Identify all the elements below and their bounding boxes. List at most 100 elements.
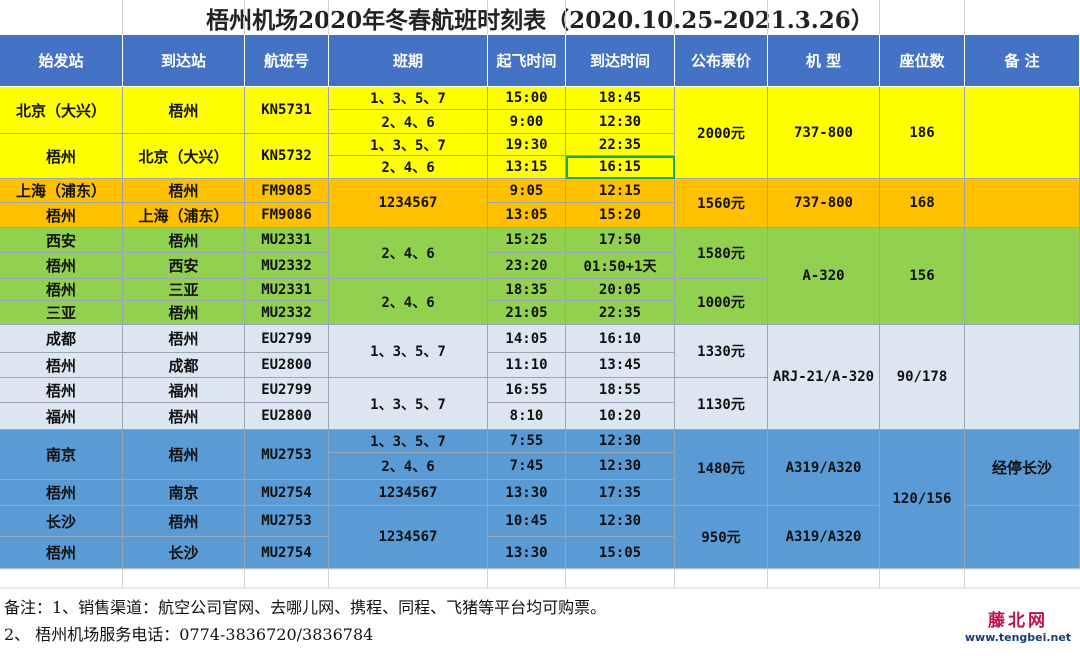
arrival-time-cell: 15:20 bbox=[566, 203, 675, 228]
destination-cell: 西安 bbox=[123, 253, 245, 279]
remark-cell bbox=[965, 506, 1080, 569]
departure-time-cell: 10:45 bbox=[488, 506, 566, 537]
remark-cell bbox=[965, 228, 1080, 325]
flight-no-cell: FM9085 bbox=[245, 179, 329, 203]
watermark-logo: 藤北网 www.tengbei.net bbox=[960, 606, 1076, 644]
destination-cell: 梧州 bbox=[123, 301, 245, 325]
departure-time-cell: 18:35 bbox=[488, 279, 566, 301]
departure-time-cell: 7:55 bbox=[488, 430, 566, 453]
flight-no-cell: EU2799 bbox=[245, 378, 329, 403]
departure-time-cell: 15:00 bbox=[488, 87, 566, 110]
header-departure: 起飞时间 bbox=[488, 35, 566, 87]
aircraft-cell: 737-800 bbox=[768, 179, 880, 228]
header-arrival: 到达时间 bbox=[566, 35, 675, 87]
destination-cell: 南京 bbox=[123, 480, 245, 506]
destination-cell: 上海（浦东） bbox=[123, 203, 245, 228]
schedule-cell: 2、4、6 bbox=[329, 228, 488, 279]
departure-time-cell: 13:30 bbox=[488, 537, 566, 569]
aircraft-cell: A-320 bbox=[768, 228, 880, 325]
arrival-time-cell: 22:35 bbox=[566, 301, 675, 325]
flight-no-cell: EU2800 bbox=[245, 353, 329, 378]
fare-cell: 2000元 bbox=[675, 87, 768, 179]
destination-cell: 成都 bbox=[123, 353, 245, 378]
origin-cell: 成都 bbox=[0, 325, 123, 353]
schedule-cell: 2、4、6 bbox=[329, 156, 488, 179]
flight-no-cell: KN5732 bbox=[245, 134, 329, 179]
flight-no-cell: MU2753 bbox=[245, 430, 329, 480]
schedule-cell: 1234567 bbox=[329, 179, 488, 228]
arrival-time-cell: 17:50 bbox=[566, 228, 675, 253]
fare-cell: 1480元 bbox=[675, 430, 768, 506]
fare-cell: 950元 bbox=[675, 506, 768, 569]
origin-cell: 梧州 bbox=[0, 134, 123, 179]
departure-time-cell: 13:30 bbox=[488, 480, 566, 506]
aircraft-cell: A319/A320 bbox=[768, 430, 880, 506]
origin-cell: 梧州 bbox=[0, 537, 123, 569]
origin-cell: 南京 bbox=[0, 430, 123, 480]
flight-no-cell: MU2331 bbox=[245, 279, 329, 301]
flight-no-cell: FM9086 bbox=[245, 203, 329, 228]
arrival-time-cell: 20:05 bbox=[566, 279, 675, 301]
departure-time-cell: 9:00 bbox=[488, 110, 566, 134]
origin-cell: 梧州 bbox=[0, 480, 123, 506]
header-fare: 公布票价 bbox=[675, 35, 768, 87]
destination-cell: 梧州 bbox=[123, 325, 245, 353]
aircraft-cell: 737-800 bbox=[768, 87, 880, 179]
note-line-2: 2、 梧州机场服务电话：0774-3836720/3836784 bbox=[4, 625, 374, 644]
fare-cell: 1580元 bbox=[675, 228, 768, 279]
schedule-cell: 1、3、5、7 bbox=[329, 134, 488, 156]
flight-no-cell: MU2331 bbox=[245, 228, 329, 253]
arrival-time-cell: 12:30 bbox=[566, 506, 675, 537]
header-origin: 始发站 bbox=[0, 35, 123, 87]
watermark-name: 藤北网 bbox=[988, 611, 1048, 631]
seats-cell: 156 bbox=[880, 228, 965, 325]
remark-cell bbox=[965, 325, 1080, 430]
arrival-time-cell: 10:20 bbox=[566, 403, 675, 430]
fare-cell: 1560元 bbox=[675, 179, 768, 228]
header-aircraft: 机 型 bbox=[768, 35, 880, 87]
destination-cell: 梧州 bbox=[123, 228, 245, 253]
departure-time-cell: 13:15 bbox=[488, 156, 566, 179]
origin-cell: 长沙 bbox=[0, 506, 123, 537]
destination-cell: 三亚 bbox=[123, 279, 245, 301]
seats-cell: 120/156 bbox=[880, 430, 965, 569]
aircraft-cell: A319/A320 bbox=[768, 506, 880, 569]
schedule-cell: 1234567 bbox=[329, 506, 488, 569]
flight-no-cell: MU2754 bbox=[245, 480, 329, 506]
header-flight-no: 航班号 bbox=[245, 35, 329, 87]
schedule-cell: 2、4、6 bbox=[329, 453, 488, 480]
destination-cell: 梧州 bbox=[123, 506, 245, 537]
origin-cell: 梧州 bbox=[0, 279, 123, 301]
watermark-url: www.tengbei.net bbox=[964, 631, 1072, 644]
remark-cell bbox=[965, 179, 1080, 228]
destination-cell: 梧州 bbox=[123, 179, 245, 203]
arrival-time-cell: 17:35 bbox=[566, 480, 675, 506]
arrival-time-cell: 12:30 bbox=[566, 430, 675, 453]
origin-cell: 梧州 bbox=[0, 253, 123, 279]
schedule-cell: 1、3、5、7 bbox=[329, 87, 488, 110]
remark-cell: 经停长沙 bbox=[965, 430, 1080, 506]
arrival-time-cell: 12:30 bbox=[566, 110, 675, 134]
departure-time-cell: 14:05 bbox=[488, 325, 566, 353]
destination-cell: 长沙 bbox=[123, 537, 245, 569]
destination-cell: 梧州 bbox=[123, 87, 245, 134]
arrival-time-cell: 18:45 bbox=[566, 87, 675, 110]
flight-no-cell: MU2332 bbox=[245, 301, 329, 325]
fare-cell: 1000元 bbox=[675, 279, 768, 325]
arrival-time-cell: 15:05 bbox=[566, 537, 675, 569]
page-title: 梧州机场2020年冬春航班时刻表（2020.10.25-2021.3.26） bbox=[206, 6, 874, 34]
origin-cell: 三亚 bbox=[0, 301, 123, 325]
departure-time-cell: 11:10 bbox=[488, 353, 566, 378]
fare-cell: 1330元 bbox=[675, 325, 768, 378]
schedule-cell: 2、4、6 bbox=[329, 279, 488, 325]
destination-cell: 北京（大兴） bbox=[123, 134, 245, 179]
flight-no-cell: EU2799 bbox=[245, 325, 329, 353]
flight-no-cell: KN5731 bbox=[245, 87, 329, 134]
seats-cell: 186 bbox=[880, 87, 965, 179]
origin-cell: 上海（浦东） bbox=[0, 179, 123, 203]
arrival-time-cell: 13:45 bbox=[566, 353, 675, 378]
arrival-time-cell: 16:10 bbox=[566, 325, 675, 353]
flight-no-cell: MU2753 bbox=[245, 506, 329, 537]
arrival-time-cell: 16:15 bbox=[566, 156, 675, 179]
